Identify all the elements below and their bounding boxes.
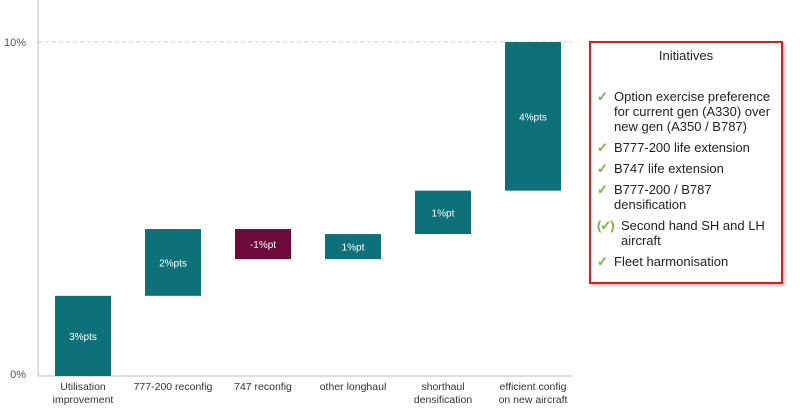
check-icon: ✓ — [597, 89, 608, 104]
check-icon: (✓) — [597, 218, 615, 233]
x-tick-label: 747 reconfig — [234, 381, 292, 393]
initiative-text: Fleet harmonisation — [614, 254, 729, 269]
initiative-text: Option exercise preference for current g… — [614, 89, 771, 134]
initiative-text: B747 life extension — [614, 161, 724, 176]
initiative-item: ✓ B777-200 / B787 densification — [597, 182, 777, 212]
initiative-text: Second hand SH and LH aircraft — [621, 218, 765, 248]
bar — [505, 42, 561, 191]
bar — [145, 229, 201, 296]
x-tick-label: efficient config on new aircraft — [499, 381, 568, 406]
initiative-item: ✓ Fleet harmonisation — [597, 254, 777, 269]
initiative-item: (✓) Second hand SH and LH aircraft — [597, 218, 777, 248]
initiatives-list: ✓ Option exercise preference for current … — [591, 89, 781, 269]
check-icon: ✓ — [597, 140, 608, 155]
initiative-text: B777-200 life extension — [614, 140, 750, 155]
bar — [415, 190, 471, 235]
x-tick-label: other longhaul — [320, 381, 387, 393]
waterfall-chart: 0% 10% 3%pts 2%pts -1%pt 1%pt 1%pt 4%pts Utili… — [4, 0, 572, 406]
initiative-text: B777-200 / B787 densification — [614, 182, 712, 212]
initiatives-panel: Initiatives ✓ Option exercise preference … — [589, 41, 783, 284]
bar-value-label: 1%pt — [342, 243, 365, 254]
x-tick-label: 777-200 reconfig — [134, 381, 213, 393]
initiatives-title: Initiatives — [658, 48, 714, 63]
initiative-item: ✓ Option exercise preference for current … — [597, 89, 777, 134]
bar — [325, 234, 381, 260]
check-icon: ✓ — [597, 182, 608, 197]
x-tick-label: Utilisation improvement — [53, 381, 114, 406]
initiative-item: ✓ B747 life extension — [597, 161, 777, 176]
check-icon: ✓ — [597, 254, 608, 269]
bar-value-label: 3%pts — [69, 332, 97, 343]
bar-value-label: 2%pts — [159, 258, 187, 269]
y-tick-label: 0% — [10, 369, 26, 381]
y-tick-label: 10% — [4, 37, 26, 49]
bar-value-label: 4%pts — [519, 112, 547, 123]
bar — [55, 295, 111, 376]
bar-value-label: 1%pt — [432, 208, 455, 219]
x-tick-label: shorthaul densification — [414, 381, 473, 406]
check-icon: ✓ — [597, 161, 608, 176]
bar-value-label: -1%pt — [250, 240, 276, 251]
initiative-item: ✓ B777-200 life extension — [597, 140, 777, 155]
bar — [235, 229, 291, 260]
